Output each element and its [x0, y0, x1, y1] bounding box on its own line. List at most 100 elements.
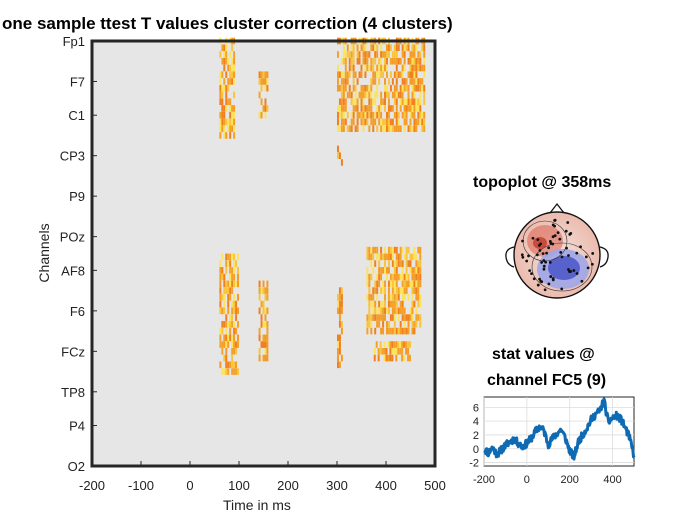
heatmap-cell	[403, 118, 406, 126]
heatmap-cell	[229, 287, 232, 294]
heatmap-cell	[401, 267, 404, 274]
heatmap-cell	[354, 84, 357, 92]
heatmap-cell	[227, 294, 230, 301]
heatmap-cell	[409, 354, 411, 362]
heatmap-cell	[397, 118, 400, 126]
heatmap-cell	[221, 84, 224, 92]
heatmap-cell	[258, 348, 261, 355]
heatmap-cell	[380, 246, 383, 254]
heatmap-cell	[225, 267, 228, 274]
heatmap-cell	[350, 57, 353, 65]
heatmap-cell	[348, 91, 351, 99]
heatmap-cell	[409, 78, 412, 85]
heatmap-cell	[223, 300, 226, 308]
heatmap-cell	[225, 84, 228, 92]
heatmap-cell	[237, 280, 239, 288]
heatmap-cell	[401, 327, 404, 335]
heatmap-cell	[382, 71, 385, 79]
heatmap-cell	[264, 321, 267, 328]
topoplot-electrode	[539, 242, 543, 246]
heatmap-cell	[225, 287, 228, 294]
heatmap-cell	[231, 267, 234, 274]
heatmap-cell	[231, 300, 234, 308]
heatmap-y-tick-label: POz	[60, 230, 85, 245]
heatmap-y-tick-label: O2	[68, 459, 85, 474]
heatmap-cell	[415, 267, 418, 274]
heatmap-cell	[423, 98, 426, 106]
heatmap-cell	[401, 294, 404, 301]
heatmap-cell	[219, 361, 222, 369]
heatmap-cell	[417, 273, 420, 281]
heatmap-cell	[395, 348, 398, 355]
heatmap-cell	[403, 307, 406, 315]
heatmap-cell	[413, 118, 416, 126]
heatmap-y-tick-label: C1	[68, 108, 85, 123]
heatmap-cell	[384, 84, 386, 92]
heatmap-cell	[219, 132, 222, 139]
heatmap-cell	[364, 44, 367, 52]
heatmap-cell	[423, 118, 426, 126]
heatmap-cell	[337, 300, 339, 308]
heatmap-cell	[380, 98, 383, 106]
heatmap-cell	[225, 361, 228, 369]
heatmap-cell	[386, 273, 388, 281]
heatmap-cell	[233, 273, 236, 281]
heatmap-cell	[266, 84, 269, 92]
heatmap-cell	[415, 98, 418, 106]
heatmap-cell	[415, 287, 418, 294]
heatmap-cell	[393, 98, 396, 106]
heatmap-cell	[378, 64, 381, 72]
heatmap-cell	[403, 273, 406, 281]
heatmap-cell	[411, 273, 414, 281]
heatmap-cell	[346, 78, 349, 85]
topoplot-electrode	[548, 261, 552, 264]
heatmap-cell	[225, 348, 228, 355]
heatmap-cell	[405, 44, 408, 52]
heatmap-cell	[413, 64, 416, 72]
heatmap-cell	[372, 314, 375, 321]
heatmap-cell	[237, 341, 239, 348]
stat-y-tick-label: 6	[473, 402, 479, 414]
heatmap-cell	[378, 273, 381, 281]
heatmap-cell	[399, 321, 402, 328]
heatmap-cell	[362, 91, 365, 99]
heatmap-cell	[391, 294, 394, 301]
heatmap-cell	[413, 98, 416, 106]
heatmap-cell	[384, 267, 386, 274]
heatmap-cell	[401, 273, 404, 281]
heatmap-cell	[395, 51, 398, 58]
heatmap-cell	[384, 280, 386, 288]
heatmap-cell	[225, 91, 228, 99]
heatmap-cell	[376, 71, 379, 79]
heatmap-cell	[260, 341, 263, 348]
heatmap-cell	[262, 341, 265, 348]
heatmap-cell	[386, 307, 388, 315]
heatmap-cell	[413, 287, 416, 294]
heatmap-cell	[358, 57, 361, 65]
heatmap-cell	[423, 91, 426, 99]
heatmap-cell	[227, 287, 230, 294]
heatmap-y-tick-label: AF8	[61, 263, 85, 278]
heatmap-cell	[231, 78, 234, 85]
topoplot-electrode	[564, 229, 568, 233]
heatmap-cell	[219, 273, 222, 281]
heatmap-cell	[221, 118, 224, 126]
heatmap-cell	[337, 341, 339, 348]
heatmap-cell	[368, 307, 371, 315]
heatmap-cell	[264, 71, 267, 79]
heatmap-cell	[260, 111, 263, 119]
heatmap-cell	[389, 253, 392, 261]
heatmap-cell	[397, 327, 400, 335]
heatmap-cluster	[337, 37, 426, 132]
heatmap-cell	[221, 111, 224, 119]
heatmap-cell	[368, 314, 371, 321]
heatmap-cell	[346, 91, 349, 99]
heatmap-cell	[344, 98, 347, 106]
heatmap-cell	[378, 300, 381, 308]
heatmap-cell	[407, 294, 410, 301]
heatmap-cell	[389, 84, 392, 92]
heatmap-cell	[376, 125, 379, 132]
heatmap-cell	[411, 300, 414, 308]
